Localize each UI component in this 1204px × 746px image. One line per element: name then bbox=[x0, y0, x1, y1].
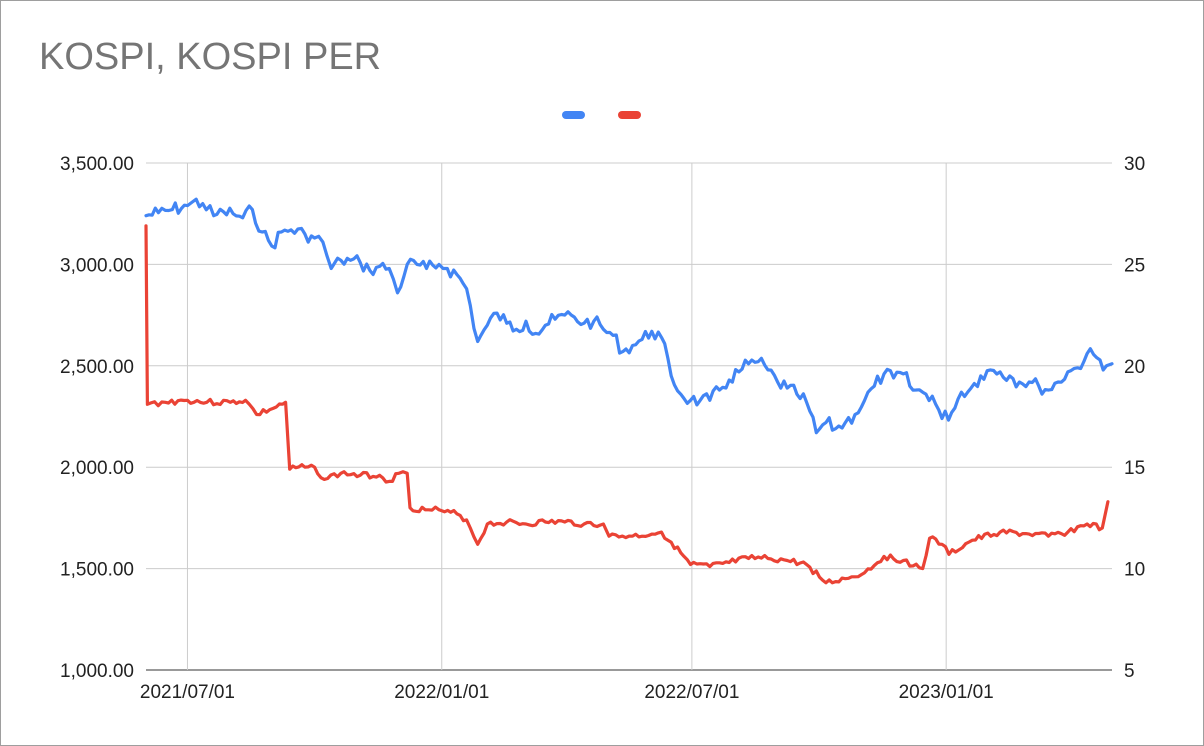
grid bbox=[146, 162, 1112, 671]
x-tick-label: 2022/01/01 bbox=[394, 682, 489, 703]
y-left-tick-label: 1,000.00 bbox=[60, 661, 134, 682]
y-left-tick-label: 3,500.00 bbox=[60, 154, 134, 175]
series-line-2 bbox=[144, 224, 1110, 585]
series-layer bbox=[144, 197, 1114, 585]
y-right-tick-label: 25 bbox=[1124, 255, 1145, 276]
y-left-tick-label: 2,500.00 bbox=[60, 357, 134, 378]
x-tick-label: 2022/07/01 bbox=[644, 682, 739, 703]
y-left-tick-label: 3,000.00 bbox=[60, 255, 134, 276]
x-tick-label: 2021/07/01 bbox=[140, 682, 235, 703]
y-left-tick-label: 2,000.00 bbox=[60, 458, 134, 479]
legend bbox=[562, 111, 641, 119]
legend-swatch-1 bbox=[562, 111, 585, 119]
axis-ticks: 3,500.00 3,000.00 2,500.00 2,000.00 1,500.00… bbox=[60, 154, 1145, 703]
y-left-tick-label: 1,500.00 bbox=[60, 560, 134, 581]
chart-title: KOSPI, KOSPI PER bbox=[39, 36, 382, 78]
x-tick-label: 2023/01/01 bbox=[899, 682, 994, 703]
y-right-tick-label: 15 bbox=[1124, 458, 1145, 479]
y-right-tick-label: 30 bbox=[1124, 154, 1145, 175]
y-right-tick-label: 10 bbox=[1124, 560, 1145, 581]
y-right-tick-label: 20 bbox=[1124, 357, 1145, 378]
series-line-1 bbox=[144, 197, 1114, 435]
y-right-tick-label: 5 bbox=[1124, 661, 1135, 682]
legend-swatch-2 bbox=[618, 111, 641, 119]
